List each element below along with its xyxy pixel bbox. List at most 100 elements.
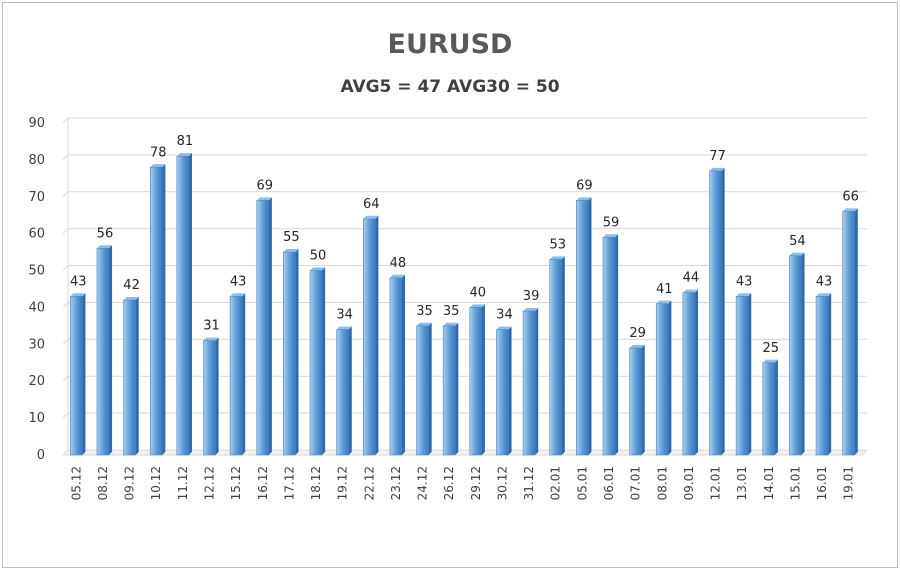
x-tick-label: 08.12	[96, 466, 110, 500]
x-tick-label: 10.12	[149, 466, 163, 500]
bar-side	[668, 300, 672, 455]
x-tick-label: 31.12	[522, 466, 536, 500]
bar	[549, 259, 563, 456]
data-label: 44	[683, 271, 700, 286]
bar	[389, 277, 403, 456]
x-tick-label: 15.12	[229, 466, 243, 500]
x-tick-label: 30.12	[495, 466, 509, 500]
bar-top	[629, 344, 645, 349]
bar-top	[150, 164, 166, 168]
x-axis-ticks: 05.12 08.12 09.12 10.12 11.12 12.12 15.12 16.12…	[69, 466, 855, 500]
data-label: 43	[816, 274, 833, 289]
bar-top	[389, 274, 406, 278]
x-tick-label: 19.01	[842, 466, 856, 500]
bar	[96, 248, 110, 456]
bar-side	[135, 296, 139, 455]
bar-top	[496, 326, 512, 330]
bar-side	[375, 215, 379, 455]
x-tick-label: 09.01	[682, 466, 696, 500]
bar-side	[242, 293, 246, 455]
bar	[655, 303, 669, 456]
bar-top	[576, 197, 592, 201]
data-label: 69	[256, 178, 273, 193]
bar	[362, 218, 376, 456]
bar	[576, 200, 589, 456]
bar-side	[215, 337, 219, 455]
bar-top	[230, 293, 246, 297]
chart-subtitle: AVG5 = 47 AVG30 = 50	[340, 77, 560, 97]
bar-top	[523, 308, 539, 312]
bar-side	[401, 274, 406, 455]
data-label: 54	[789, 234, 806, 249]
x-tick-label: 14.01	[762, 466, 776, 500]
data-label: 35	[443, 304, 460, 319]
x-tick-label: 23.12	[389, 466, 403, 500]
x-tick-label: 17.12	[282, 466, 296, 500]
bar-side	[588, 197, 592, 455]
bar-top	[336, 326, 352, 330]
bar-side	[162, 164, 166, 455]
bar-top	[549, 256, 565, 260]
bars	[70, 153, 858, 456]
x-tick-label: 12.12	[202, 466, 216, 500]
bar-side	[188, 153, 192, 455]
data-label: 42	[123, 278, 140, 293]
bar-top	[443, 322, 459, 326]
x-tick-label: 11.12	[176, 466, 190, 500]
data-label: 66	[842, 190, 859, 205]
bar-side	[721, 167, 725, 455]
y-axis-ticks: 0 10 20 30 40 50 60 70 80 90	[28, 116, 45, 463]
x-tick-label: 16.01	[815, 466, 829, 500]
bar	[203, 340, 216, 456]
data-labels: 43 56 42 78 81 31 43 69 55 50 34 64 48 35 35 40 34 39 53 69…	[70, 134, 859, 356]
data-label: 59	[603, 215, 620, 230]
bar-top	[310, 267, 326, 271]
x-tick-label: 02.01	[549, 466, 563, 500]
bar-side	[455, 322, 459, 455]
data-label: 29	[629, 326, 646, 341]
bar-top	[256, 197, 272, 201]
bar-side	[641, 344, 645, 455]
bar-top	[123, 296, 139, 301]
data-label: 41	[656, 282, 673, 297]
data-label: 69	[576, 178, 593, 193]
bar-side	[561, 256, 565, 455]
x-tick-label: 05.01	[575, 466, 589, 500]
data-label: 34	[496, 308, 513, 323]
bar-top	[203, 337, 219, 341]
bar-top	[842, 208, 858, 212]
bar-side	[854, 208, 858, 455]
x-tick-label: 15.01	[788, 466, 802, 500]
data-label: 40	[470, 285, 487, 300]
bar-top	[709, 167, 725, 171]
bar-side	[108, 245, 113, 455]
data-label: 43	[70, 274, 87, 289]
bar	[629, 347, 642, 456]
data-label: 78	[150, 145, 167, 160]
bar-top	[736, 293, 752, 297]
bar-side	[614, 234, 619, 455]
bar-top	[416, 322, 432, 326]
y-tick-label: 60	[28, 227, 45, 242]
y-tick-label: 50	[28, 264, 45, 279]
bar	[789, 255, 802, 456]
x-tick-label: 09.12	[123, 466, 137, 500]
bar	[469, 307, 483, 456]
bar	[229, 296, 243, 456]
gridline-diagonal	[62, 228, 69, 235]
bar	[442, 325, 456, 456]
x-tick-label: 06.01	[602, 466, 616, 500]
bar	[309, 270, 323, 456]
data-label: 35	[416, 304, 433, 319]
bar-side	[322, 267, 326, 455]
bar	[735, 296, 749, 456]
x-tick-label: 19.12	[336, 466, 350, 500]
data-label: 34	[336, 308, 353, 323]
bar-top	[363, 215, 379, 219]
x-tick-label: 22.12	[362, 466, 376, 500]
gridline-diagonal	[62, 375, 69, 382]
bar	[762, 362, 776, 456]
bar-side	[828, 293, 832, 455]
bar	[336, 329, 349, 456]
y-tick-label: 20	[28, 374, 45, 389]
